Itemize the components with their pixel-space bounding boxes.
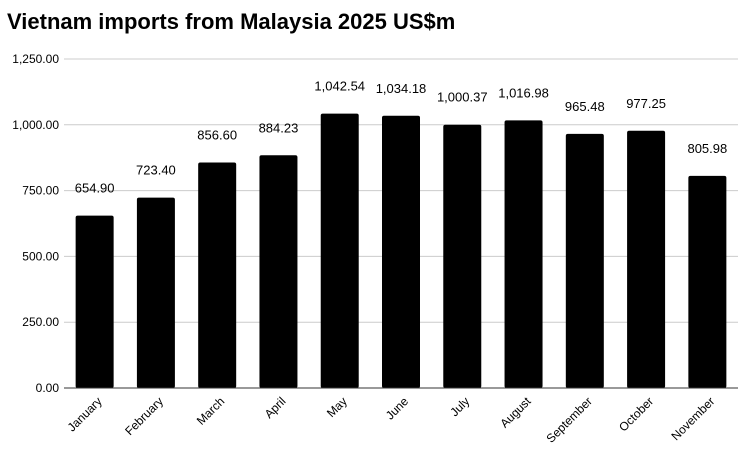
bars — [75, 113, 727, 389]
data-label-october: 977.25 — [626, 96, 666, 111]
category-label-september: September — [544, 394, 595, 445]
y-axis-tick-labels: 0.00 250.00 500.00 750.00 1,000.00 1,250.00 — [12, 52, 59, 395]
bar-march — [198, 162, 237, 388]
bar-september — [565, 133, 604, 388]
category-label-july: July — [447, 394, 472, 419]
data-label-september: 965.48 — [565, 99, 605, 114]
data-label-june: 1,034.18 — [376, 81, 427, 96]
category-label-february: February — [122, 394, 166, 438]
category-label-april: April — [262, 394, 289, 421]
data-label-july: 1,000.37 — [437, 90, 488, 105]
category-label-october: October — [616, 394, 656, 434]
category-label-may: May — [324, 394, 350, 420]
bar-august — [504, 120, 543, 388]
bar-june — [382, 115, 420, 388]
category-label-november: November — [668, 394, 717, 443]
data-label-february: 723.40 — [136, 163, 176, 178]
bar-february — [136, 197, 175, 388]
category-label-august: August — [497, 394, 534, 431]
chart-title: Vietnam imports from Malaysia 2025 US$m — [7, 9, 456, 34]
data-label-august: 1,016.98 — [498, 85, 549, 100]
y-tick-label: 1,000.00 — [12, 118, 59, 132]
category-label-march: March — [194, 394, 227, 427]
bar-july — [443, 124, 482, 389]
bar-may — [320, 113, 359, 389]
data-labels: 654.90 723.40 856.60 884.23 1,042.54 1,034.18… — [75, 79, 727, 196]
bar-october — [627, 130, 666, 389]
y-tick-label: 1,250.00 — [12, 52, 59, 66]
data-label-march: 856.60 — [197, 128, 237, 143]
bar-november — [688, 175, 727, 388]
y-tick-label: 500.00 — [22, 249, 59, 263]
y-tick-label: 0.00 — [36, 381, 60, 395]
x-axis-category-labels: January February March April May June July Augu… — [65, 394, 718, 446]
data-label-january: 654.90 — [75, 181, 115, 196]
category-label-january: January — [65, 394, 105, 434]
data-label-april: 884.23 — [259, 120, 299, 135]
bar-april — [259, 155, 298, 388]
y-tick-label: 250.00 — [22, 315, 59, 329]
data-label-november: 805.98 — [687, 141, 727, 156]
y-tick-label: 750.00 — [22, 184, 59, 198]
bar-january — [75, 215, 114, 388]
category-label-june: June — [383, 394, 412, 423]
data-label-may: 1,042.54 — [314, 79, 365, 94]
